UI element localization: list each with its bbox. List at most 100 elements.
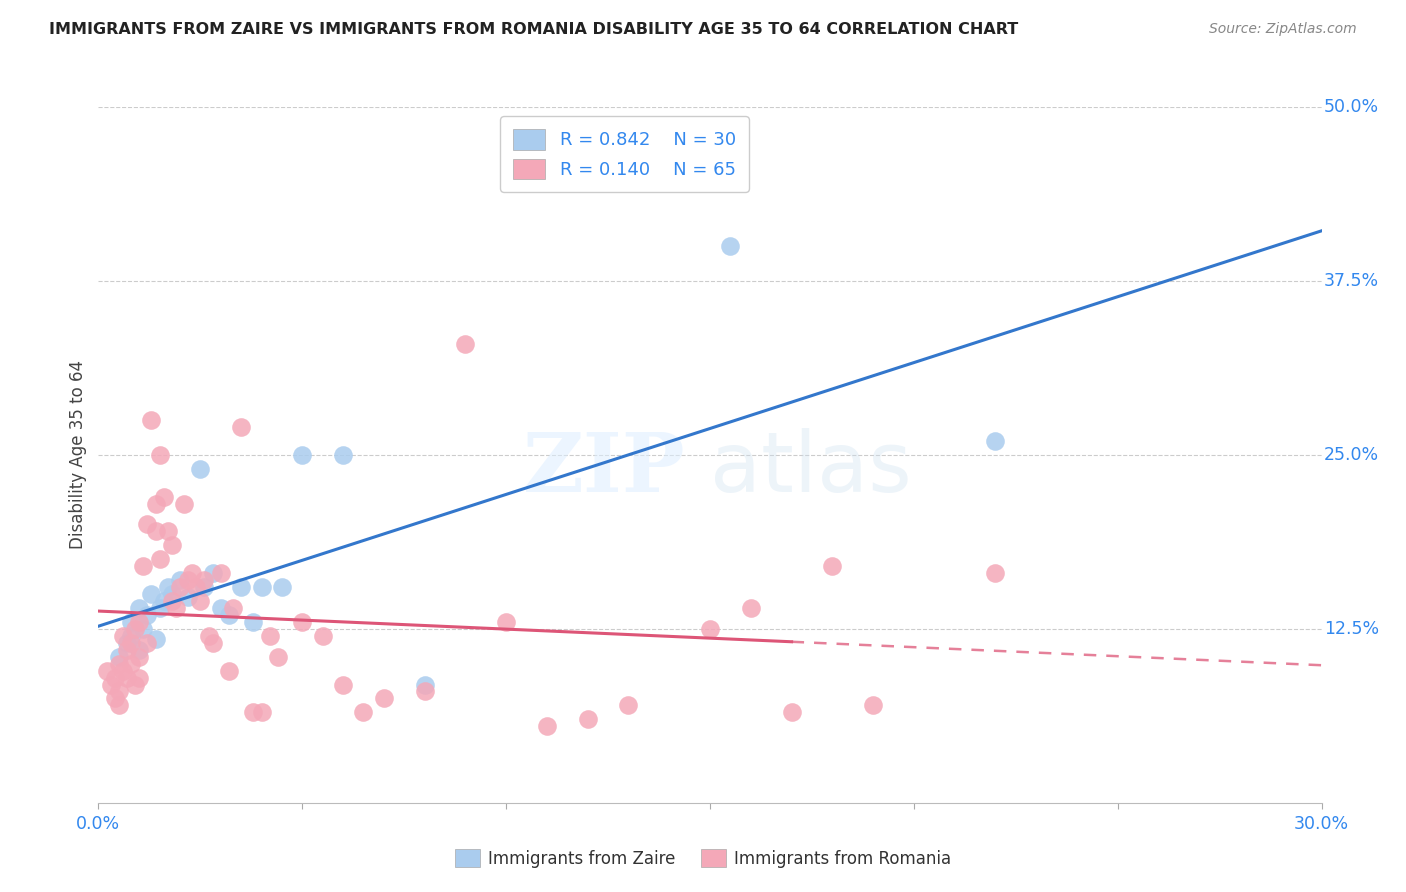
Point [740,601,762,615]
Text: 50.0%: 50.0% [1324,98,1379,116]
Point [149,448,172,462]
Point [104,671,127,685]
Point [149,552,172,566]
Point [193,573,215,587]
Point [160,594,183,608]
Text: 25.0%: 25.0% [1324,446,1379,464]
Text: ZIP: ZIP [523,429,686,508]
Point [96,664,118,678]
Point [267,649,290,664]
Point [413,684,436,698]
Point [165,601,187,615]
Point [169,573,191,587]
Point [145,524,167,539]
Point [821,559,844,574]
Point [197,629,219,643]
Point [156,580,179,594]
Point [152,490,174,504]
Point [124,622,146,636]
Point [186,580,208,594]
Y-axis label: Disability Age 35 to 64: Disability Age 35 to 64 [69,360,87,549]
Point [188,462,212,476]
Point [231,420,253,434]
Point [222,601,245,615]
Point [332,448,354,462]
Point [108,698,131,713]
Point [181,566,204,581]
Point [250,706,273,720]
Point [115,642,138,657]
Text: 12.5%: 12.5% [1324,620,1379,638]
Point [108,649,131,664]
Point [149,601,172,615]
Text: atlas: atlas [710,428,911,509]
Text: 37.5%: 37.5% [1324,272,1379,290]
Point [209,601,232,615]
Point [128,615,150,629]
Point [218,664,240,678]
Point [617,698,640,713]
Point [145,632,167,646]
Point [160,587,183,601]
Point [984,566,1007,581]
Point [718,239,742,253]
Point [100,677,122,691]
Text: IMMIGRANTS FROM ZAIRE VS IMMIGRANTS FROM ROMANIA DISABILITY AGE 35 TO 64 CORRELA: IMMIGRANTS FROM ZAIRE VS IMMIGRANTS FROM… [49,22,1018,37]
Point [291,448,314,462]
Text: Source: ZipAtlas.com: Source: ZipAtlas.com [1209,22,1357,37]
Point [218,607,240,622]
Point [209,566,232,581]
Point [201,566,224,581]
Point [780,706,803,720]
Point [111,664,134,678]
Point [141,587,163,601]
Point [124,677,146,691]
Point [128,649,150,664]
Point [201,636,224,650]
Point [177,573,200,587]
Point [373,691,395,706]
Point [136,607,159,622]
Point [193,580,215,594]
Point [291,615,314,629]
Point [108,657,131,671]
Point [270,580,294,594]
Point [115,636,138,650]
Point [120,615,142,629]
Point [132,559,155,574]
Point [352,706,374,720]
Point [160,538,183,552]
Point [152,594,174,608]
Legend: Immigrants from Zaire, Immigrants from Romania: Immigrants from Zaire, Immigrants from R… [449,843,957,874]
Point [173,497,195,511]
Point [156,524,179,539]
Point [332,677,354,691]
Point [169,580,191,594]
Legend: R = 0.842    N = 30, R = 0.140    N = 65: R = 0.842 N = 30, R = 0.140 N = 65 [501,116,748,192]
Point [108,684,131,698]
Point [128,601,150,615]
Point [188,594,212,608]
Point [136,636,159,650]
Point [242,615,264,629]
Point [699,622,721,636]
Point [145,497,167,511]
Point [120,636,142,650]
Point [984,434,1007,448]
Point [242,706,264,720]
Point [115,671,138,685]
Point [104,691,127,706]
Point [128,671,150,685]
Point [312,629,335,643]
Point [136,517,159,532]
Point [454,336,477,351]
Point [231,580,253,594]
Point [250,580,273,594]
Point [177,590,200,604]
Point [495,615,517,629]
Point [141,413,163,427]
Point [862,698,884,713]
Point [120,629,142,643]
Point [413,677,436,691]
Point [111,629,134,643]
